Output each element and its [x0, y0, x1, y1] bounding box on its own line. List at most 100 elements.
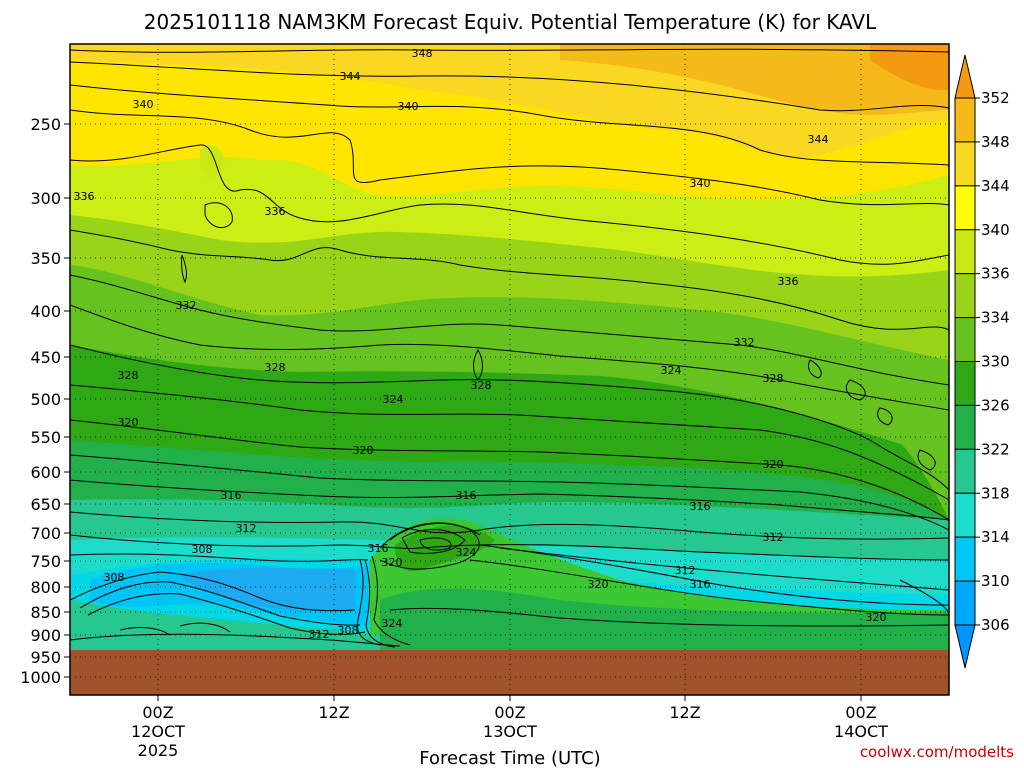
y-tick-label: 600	[30, 463, 61, 482]
contour-label: 344	[340, 70, 361, 83]
y-tick-label: 550	[30, 428, 61, 447]
colorbar-band	[954, 580, 976, 626]
colorbar-tick-label: 334	[981, 309, 1010, 327]
x-tick-label: 00Z	[494, 703, 525, 722]
contour-label: 312	[309, 628, 330, 641]
x-tick-label: 13OCT	[483, 722, 537, 741]
contour-label: 320	[382, 556, 403, 569]
contour-label: 308	[192, 543, 213, 556]
y-tick-label: 300	[30, 189, 61, 208]
y-tick-label: 400	[30, 302, 61, 321]
contour-label: 324	[383, 393, 404, 406]
contour-label: 320	[866, 611, 887, 624]
contour-label: 324	[661, 364, 682, 377]
y-tick-label: 850	[30, 603, 61, 622]
colorbar-tick-label: 330	[981, 353, 1010, 371]
contour-label: 320	[118, 416, 139, 429]
x-tick-label: 00Z	[845, 703, 876, 722]
colorbar-bands	[954, 54, 976, 669]
contour-label: 328	[118, 369, 139, 382]
contour-label: 336	[74, 190, 95, 203]
y-tick-label: 250	[30, 115, 61, 134]
colorbar-tick-label: 326	[981, 396, 1010, 414]
y-tick-label: 800	[30, 578, 61, 597]
contour-label: 332	[734, 336, 755, 349]
y-tick-label: 500	[30, 390, 61, 409]
contour-labels: 348 344 344 340 340 340 336 336 336 332 …	[74, 47, 887, 641]
colorbar-tick-label: 310	[981, 572, 1010, 590]
y-tick-label: 750	[30, 552, 61, 571]
grid-lines	[70, 44, 949, 695]
contour-label: 340	[398, 100, 419, 113]
contour-label: 320	[588, 578, 609, 591]
y-tick-label: 700	[30, 524, 61, 543]
colorbar-band	[954, 361, 976, 406]
contour-label: 328	[471, 379, 492, 392]
y-tick-label: 450	[30, 348, 61, 367]
y-tick-label: 900	[30, 626, 61, 645]
colorbar-band	[954, 317, 976, 363]
y-tick-label: 950	[30, 648, 61, 667]
colorbar-bottom-arrow	[954, 624, 976, 669]
contour-label: 308	[338, 624, 359, 637]
contour-label: 344	[808, 133, 829, 146]
contour-label: 340	[690, 177, 711, 190]
contour-label: 316	[690, 578, 711, 591]
chart-title: 2025101118 NAM3KM Forecast Equiv. Potent…	[144, 10, 877, 34]
contour-label: 320	[353, 444, 374, 457]
contour-label: 316	[456, 489, 477, 502]
contour-label: 324	[382, 617, 403, 630]
contour-label: 332	[176, 299, 197, 312]
colorbar-band	[954, 404, 976, 450]
contour-label: 316	[368, 542, 389, 555]
contour-label: 308	[104, 571, 125, 584]
colorbar-top-arrow	[954, 54, 976, 99]
colorbar-tick-label: 344	[981, 177, 1010, 195]
colorbar-band	[954, 185, 976, 231]
x-tick-label: 12Z	[318, 703, 349, 722]
contour-label: 316	[690, 500, 711, 513]
x-tick-label: 14OCT	[834, 722, 888, 741]
colorbar-band	[954, 141, 976, 187]
contour-label: 316	[221, 489, 242, 502]
colorbar-band	[954, 448, 976, 494]
colorbar-tick-label: 306	[981, 616, 1010, 634]
colorbar-tick-label: 352	[981, 89, 1010, 107]
colorbar-ticks: 352 348 344 340 336 334 330 326 322 318 314 310 306	[975, 89, 1010, 634]
colorbar-band	[954, 229, 976, 275]
ground-shading	[70, 650, 949, 695]
y-tick-label: 1000	[20, 668, 61, 687]
x-axis: 00Z 12OCT 2025 12Z 00Z 13OCT 12Z 00Z 14O…	[131, 695, 888, 760]
colorbar-band	[954, 492, 976, 538]
contour-label: 312	[763, 531, 784, 544]
colorbar-band	[954, 273, 976, 319]
colorbar-band	[954, 536, 976, 582]
contour-label: 324	[456, 546, 477, 559]
colorbar-tick-label: 336	[981, 265, 1010, 283]
colorbar: 352 348 344 340 336 334 330 326 322 318 314 310 306	[954, 54, 1010, 669]
contour-label: 328	[763, 372, 784, 385]
x-tick-label: 12Z	[669, 703, 700, 722]
contour-label: 340	[133, 98, 154, 111]
y-tick-label: 350	[30, 249, 61, 268]
contour-label: 312	[675, 564, 696, 577]
y-axis: 250 300 350 400 450 500 550 600 650 700 …	[20, 115, 70, 687]
colorbar-tick-label: 314	[981, 528, 1010, 546]
colorbar-tick-label: 322	[981, 440, 1010, 458]
credit-text: coolwx.com/modelts	[860, 743, 1014, 761]
colorbar-tick-label: 348	[981, 133, 1010, 151]
colorbar-tick-label: 340	[981, 221, 1010, 239]
x-tick-label: 2025	[138, 741, 179, 760]
contour-label: 320	[763, 458, 784, 471]
contour-label: 336	[778, 275, 799, 288]
colorbar-tick-label: 318	[981, 484, 1010, 502]
colorbar-band	[954, 97, 976, 143]
y-tick-label: 650	[30, 495, 61, 514]
contour-label: 348	[412, 47, 433, 60]
contour-label: 328	[265, 361, 286, 374]
contour-label: 312	[236, 522, 257, 535]
x-axis-label: Forecast Time (UTC)	[419, 748, 600, 768]
x-tick-label: 00Z	[142, 703, 173, 722]
x-tick-label: 12OCT	[131, 722, 185, 741]
